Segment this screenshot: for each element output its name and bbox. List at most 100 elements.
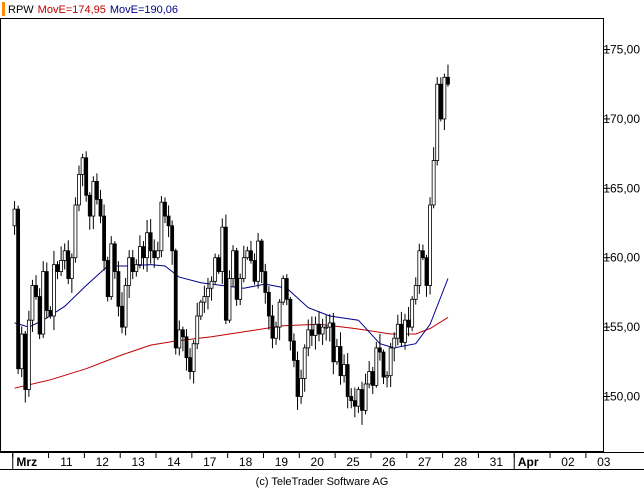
legend-symbol: RPW [8,4,34,16]
x-tick-label: 26 [382,455,396,469]
candle-down [266,292,271,317]
candle-up [413,285,418,300]
candle-down [44,271,49,311]
candle-down [438,83,443,120]
candle-up [91,180,96,217]
candle-up [313,323,318,336]
candle-down [95,180,99,200]
candle-up [281,278,286,303]
candle-down [48,310,53,317]
candle-up [342,364,346,377]
candle-down [223,226,228,321]
candle-down [288,298,293,342]
candle-up [73,204,78,259]
candle-up [195,315,200,345]
x-tick-label: 28 [454,455,468,469]
y-tick-label: 150,00 [603,389,640,403]
candle-down [141,246,146,259]
candle-up [155,250,160,259]
candle-down [292,340,296,361]
candle-down [173,250,178,349]
candle-down [378,347,382,353]
candle-up [277,301,282,328]
candle-down [216,257,221,272]
candle-up [245,250,250,259]
candle-down [55,264,60,272]
y-tick-label: 175,00 [603,43,640,57]
candle-down [259,240,264,272]
candle-up [26,319,31,390]
candle-up [80,157,85,175]
y-tick-label: 165,00 [603,181,640,195]
candle-down [406,319,411,328]
candle-up [52,264,56,317]
candle-down [295,360,300,397]
candle-up [202,296,207,303]
candle-down [105,260,110,297]
candle-up [220,226,225,272]
candle-up [198,301,203,317]
candle-up [363,383,368,411]
candle-up [227,278,232,321]
candles [12,64,450,425]
candle-up [134,264,139,272]
candle-down [263,271,268,293]
x-tick-label: 11 [60,455,73,469]
moving-averages [14,264,449,389]
candle-down [84,157,89,196]
candle-down [116,271,121,307]
plot-frame [0,18,604,452]
y-axis: 150,00 155,00 160,00 165,00 170,00 175,00 [603,43,640,403]
candle-up [191,343,196,372]
candle-up [392,337,397,349]
candle-down [399,323,404,343]
candle-down [130,257,135,272]
candle-down [66,250,71,279]
candle-up [302,347,307,379]
candle-up [123,285,128,328]
candle-up [145,232,149,259]
candle-down [120,305,124,328]
candle-up [109,243,114,297]
x-tick-label: Mrz [16,455,37,469]
x-tick-label: 27 [418,455,432,469]
candle-down [166,215,171,227]
candle-down [309,329,314,336]
candle-down [284,278,289,300]
candle-down [249,250,253,261]
x-tick-label: 13 [131,455,145,469]
candle-up [385,375,389,378]
candle-down [184,336,189,359]
candle-down [16,208,21,370]
candle-up [209,280,214,289]
candle-up [374,347,379,386]
candle-down [331,322,336,363]
candle-up [30,285,35,321]
candle-down [163,201,167,217]
candle-down [170,225,175,252]
candle-up [403,319,407,343]
legend-ma2: MovE=190,06 [110,4,178,16]
candle-down [317,323,321,335]
candle-up [206,287,210,297]
candle-up [19,333,24,370]
candle-up [442,76,447,120]
candle-up [417,250,422,286]
candle-down [34,285,38,297]
candle-down [102,215,106,261]
legend: RPW MovE=174,95 MovE=190,06 [8,4,178,16]
candle-down [234,250,239,300]
candle-down [98,199,103,217]
legend-ma1: MovE=174,95 [38,4,106,16]
x-tick-label: 14 [167,455,181,469]
legend-swatch [2,2,5,16]
x-tick-label: 12 [96,455,110,469]
candle-up [62,250,67,261]
x-tick-label: 19 [275,455,289,469]
candle-up [256,240,261,282]
ma-series-red [14,316,449,389]
candle-up [428,204,432,286]
candle-up [138,246,142,266]
candle-down [270,315,275,339]
